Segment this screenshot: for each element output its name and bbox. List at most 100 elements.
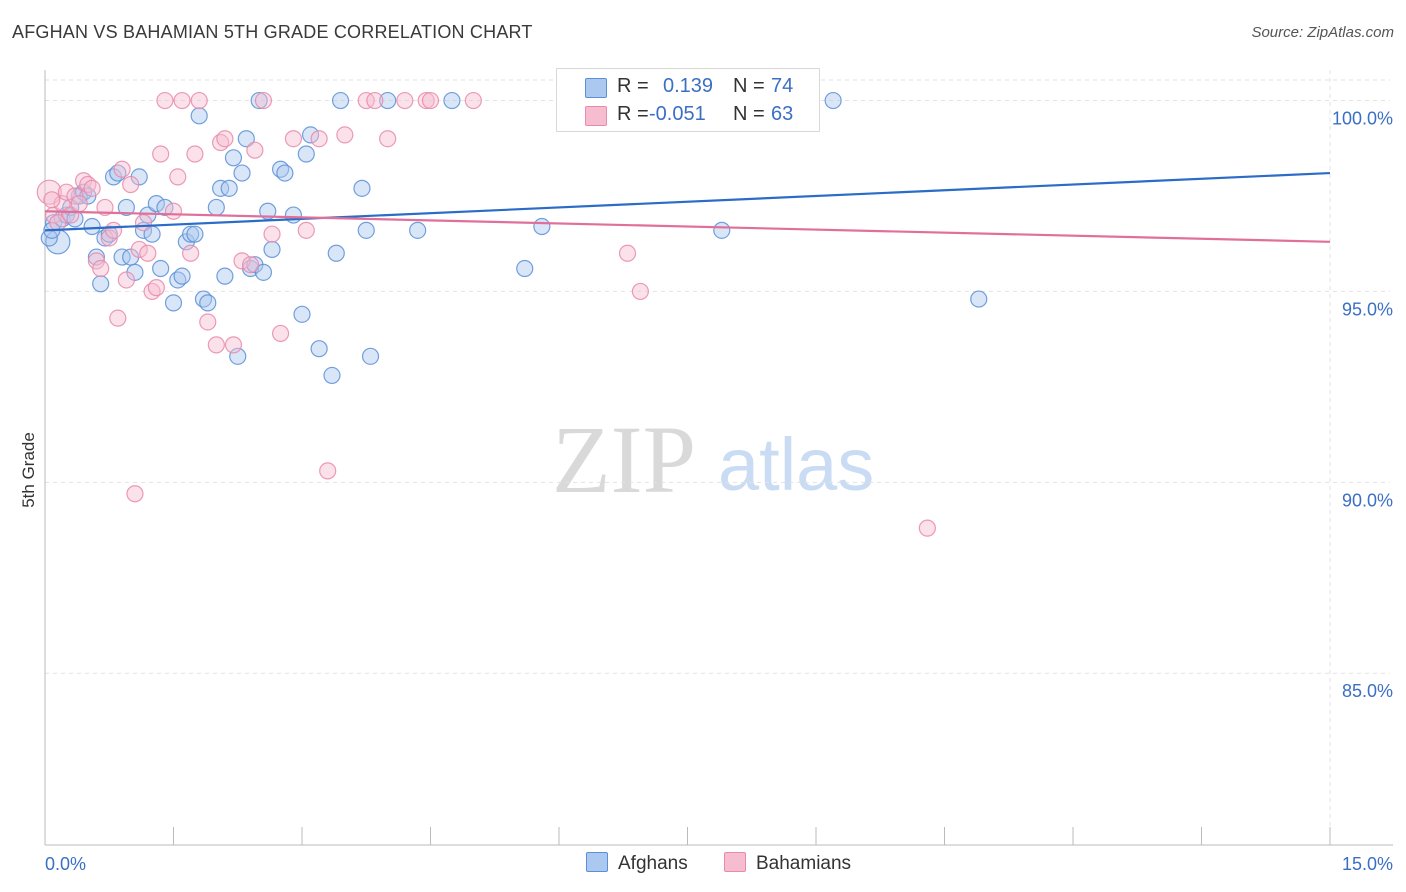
- afghans-point: [83, 217, 101, 236]
- bahamians-point: [336, 126, 354, 144]
- bahamians-point: [246, 141, 264, 159]
- bahamians-n-label: N =: [733, 103, 765, 125]
- bahamians-n-value: 63: [771, 103, 794, 125]
- bahamians-point: [186, 145, 204, 163]
- bahamians-point: [271, 324, 290, 343]
- y-axis-label: 5th Grade: [19, 432, 38, 508]
- afghans-point: [533, 217, 551, 236]
- afghans-trend-line: [44, 171, 1331, 232]
- bahamians-point: [57, 183, 76, 201]
- bottom-afghans-label: Afghans: [618, 853, 688, 874]
- bahamians-point: [263, 225, 281, 243]
- afghans-point: [199, 294, 217, 312]
- y-tick-label: 100.0%: [1332, 109, 1393, 129]
- bahamians-point: [207, 336, 225, 354]
- bahamians-point: [156, 91, 174, 110]
- bahamians-point: [83, 179, 101, 197]
- afghans-point: [233, 164, 251, 182]
- bottom-afghans-swatch: [586, 852, 608, 872]
- bahamians-point: [152, 145, 170, 163]
- bahamians-point: [190, 91, 208, 110]
- afghans-point: [156, 198, 174, 217]
- bahamians-point: [366, 91, 384, 110]
- afghans-point: [147, 195, 165, 213]
- bottom-bahamians-swatch: [724, 852, 746, 872]
- afghans-point: [182, 225, 200, 243]
- y-tick-label: 95.0%: [1342, 299, 1393, 319]
- afghans-point: [293, 305, 311, 323]
- bahamians-point: [109, 309, 127, 327]
- afghans-point: [216, 267, 234, 285]
- bahamians-point: [284, 130, 303, 148]
- bahamians-point: [104, 221, 123, 239]
- bahamians-point: [224, 336, 243, 354]
- afghans-point: [297, 145, 315, 163]
- bahamians-point: [164, 202, 183, 220]
- bahamians-point: [122, 175, 140, 194]
- grid-lines: [45, 70, 1390, 845]
- afghans-point: [152, 259, 170, 278]
- x-tick-label: 0.0%: [45, 854, 86, 874]
- bahamians-point: [96, 198, 114, 217]
- y-tick-label: 85.0%: [1342, 681, 1393, 701]
- afghans-point: [310, 340, 328, 358]
- bahamians-point: [464, 91, 482, 110]
- legend-row-afghans: R = 0.139 N = 74: [557, 71, 819, 101]
- bahamians-trend-line: [44, 210, 1331, 243]
- afghans-point: [357, 221, 375, 239]
- y-tick-label: 90.0%: [1342, 490, 1393, 510]
- bahamians-point: [173, 91, 191, 110]
- x-tick-label: 15.0%: [1342, 854, 1393, 874]
- bahamians-point: [417, 91, 435, 110]
- afghans-point: [516, 259, 534, 278]
- bahamians-point: [92, 259, 110, 278]
- bahamians-point: [182, 244, 200, 262]
- bahamians-r-value: -0.051: [649, 103, 706, 125]
- bahamians-point: [117, 271, 135, 289]
- bahamians-point: [130, 240, 148, 259]
- scatter-points: [36, 91, 988, 537]
- bahamians-point: [421, 91, 440, 110]
- bahamians-point: [254, 91, 273, 110]
- bahamians-r-label: R =: [617, 103, 649, 125]
- afghans-point: [164, 294, 183, 312]
- chart-title: AFGHAN VS BAHAMIAN 5TH GRADE CORRELATION…: [12, 22, 533, 42]
- afghans-point: [824, 91, 842, 110]
- afghans-point: [254, 263, 273, 281]
- bahamians-point: [319, 462, 337, 480]
- bahamians-point: [918, 519, 936, 537]
- bahamians-point: [139, 244, 157, 262]
- afghans-n-label: N =: [733, 75, 765, 97]
- watermark-atlas: atlas: [718, 423, 874, 506]
- bottom-legend-bahamians: Bahamians: [724, 852, 851, 875]
- bahamians-point: [43, 191, 61, 209]
- bahamians-point: [147, 279, 165, 297]
- afghans-point: [237, 130, 255, 148]
- afghans-point: [190, 107, 208, 125]
- afghans-point: [276, 164, 294, 182]
- afghans-n-value: 74: [771, 75, 794, 97]
- afghans-point: [353, 179, 371, 197]
- legend-row-bahamians: R = -0.051 N = 63: [557, 99, 819, 129]
- bahamians-point: [618, 244, 637, 262]
- afghans-point: [361, 347, 380, 365]
- afghans-point: [117, 198, 135, 217]
- bahamians-point: [126, 485, 144, 503]
- afghans-point: [327, 244, 345, 262]
- bahamians-point: [134, 214, 153, 232]
- watermark-zip: ZIP: [552, 406, 696, 513]
- afghans-point: [379, 91, 397, 110]
- trend-lines: [44, 171, 1331, 243]
- bahamians-point: [216, 130, 234, 148]
- bahamians-point: [297, 221, 315, 239]
- afghans-point: [186, 225, 204, 243]
- afghans-point: [224, 149, 243, 167]
- afghans-r-label: R =: [617, 75, 649, 97]
- afghans-point: [409, 221, 427, 239]
- afghans-point: [970, 290, 988, 308]
- afghans-r-value: 0.139: [663, 75, 714, 97]
- bahamians-point: [396, 91, 414, 110]
- bahamians-point: [70, 195, 88, 213]
- afghans-point: [173, 267, 191, 285]
